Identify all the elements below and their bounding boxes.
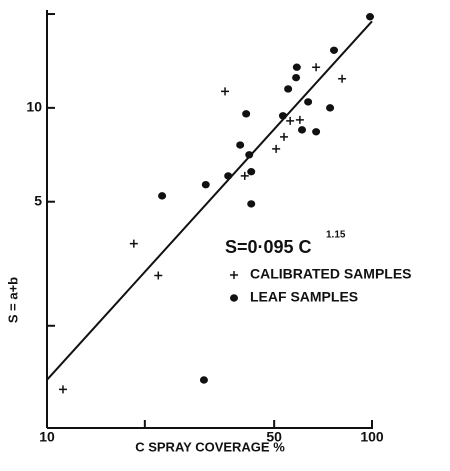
- plus-point: [272, 144, 281, 153]
- circle-point: [201, 180, 210, 189]
- circle-point: [158, 192, 167, 200]
- circle-point: [330, 46, 339, 54]
- circle-point: [242, 110, 251, 118]
- circle-point: [366, 13, 375, 21]
- y-tick-label: 10: [26, 99, 42, 115]
- plus-point: [230, 271, 238, 279]
- circle-point: [326, 104, 335, 112]
- plus-point: [154, 271, 163, 280]
- circle-point: [245, 151, 254, 159]
- plus-point: [279, 132, 288, 141]
- legend-label: LEAF SAMPLES: [250, 289, 358, 305]
- plus-point: [312, 63, 321, 72]
- fit-line: [46, 20, 373, 381]
- circle-point: [284, 85, 293, 93]
- plus-point: [58, 385, 67, 394]
- circle-point: [292, 63, 301, 71]
- x-tick-label: 50: [266, 429, 282, 445]
- plus-point: [286, 116, 295, 125]
- circle-point: [236, 141, 245, 149]
- x-tick-label: 100: [360, 429, 384, 445]
- x-tick-label: 10: [39, 429, 55, 445]
- circle-point: [247, 200, 256, 208]
- circle-point: [247, 168, 256, 176]
- circle-point: [199, 376, 208, 384]
- circle-point: [224, 172, 233, 180]
- circle-point: [312, 128, 321, 136]
- plus-point: [129, 239, 138, 248]
- legend-label: CALIBRATED SAMPLES: [250, 266, 412, 282]
- circle-point: [292, 73, 301, 82]
- fit-exponent: 1.15: [326, 230, 346, 241]
- plus-point: [338, 74, 347, 83]
- x-axis-label: C SPRAY COVERAGE %: [135, 439, 285, 454]
- plus-point: [221, 87, 230, 96]
- fit-equation: S=0·095 C: [225, 237, 312, 257]
- circle-point: [304, 98, 313, 106]
- y-tick-label: 5: [34, 192, 42, 208]
- y-axis-label: S = a+b: [5, 277, 20, 323]
- circle-point: [298, 126, 307, 134]
- plus-point: [240, 171, 249, 180]
- circle-point: [278, 112, 287, 120]
- plus-point: [295, 115, 304, 124]
- circle-point: [230, 294, 238, 302]
